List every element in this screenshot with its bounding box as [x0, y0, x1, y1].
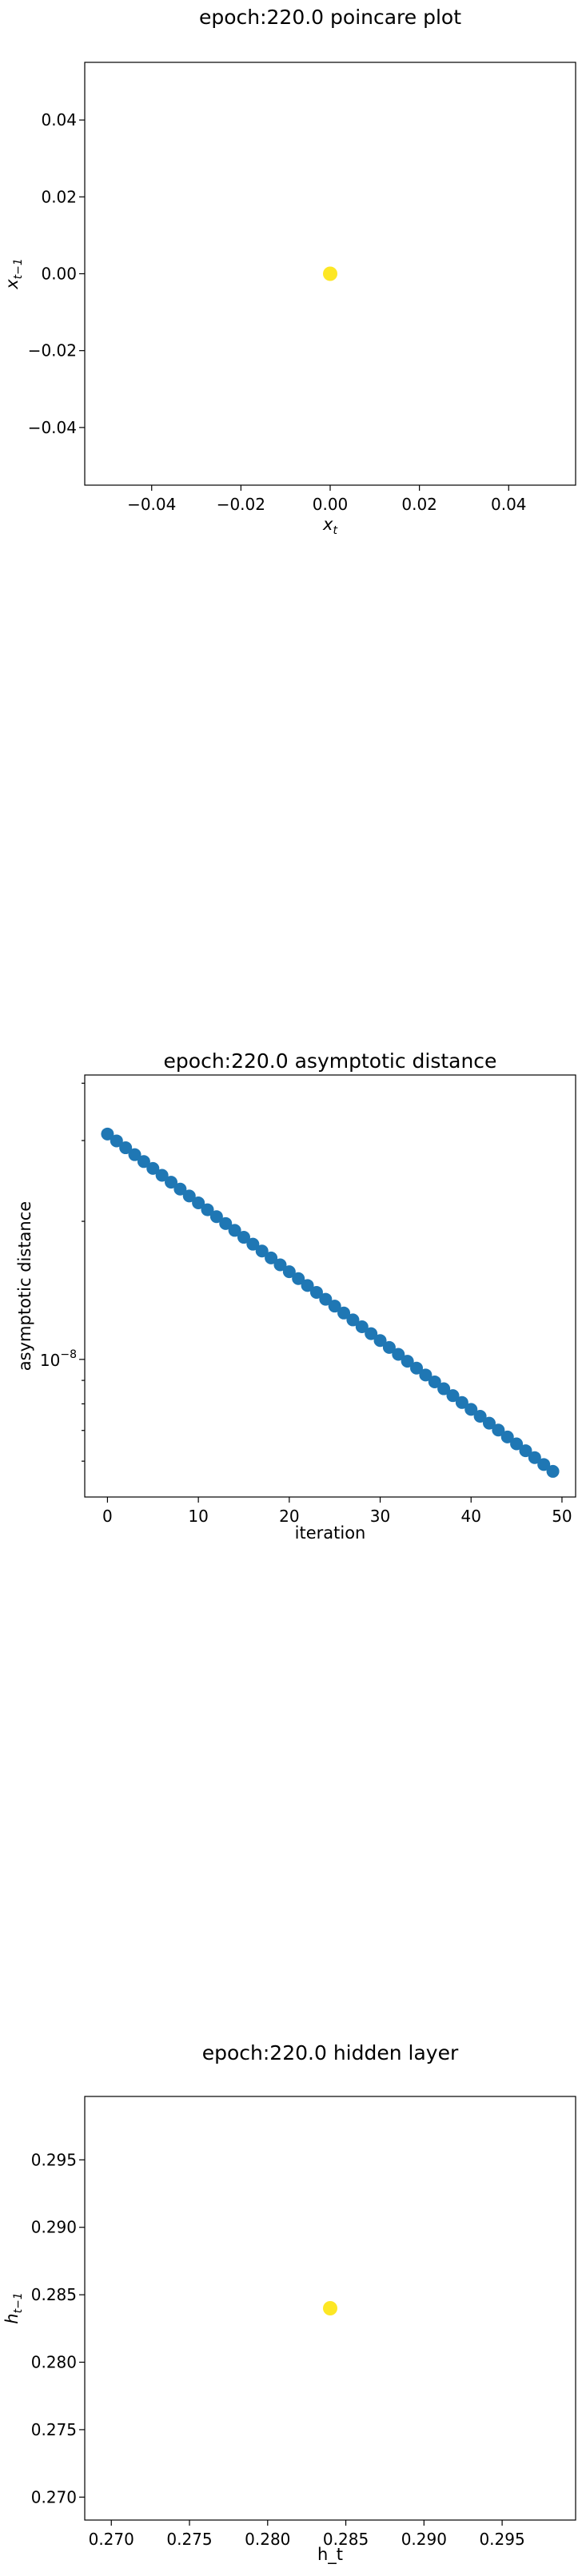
y-tick-label: 0.285: [31, 2285, 77, 2304]
y-axis-label: xt−1: [2, 258, 25, 290]
y-tick-label: 0.02: [41, 187, 77, 206]
data-point: [446, 1389, 460, 1403]
data-point: [265, 1251, 278, 1264]
chart-title: epoch:220.0 asymptotic distance: [164, 1049, 497, 1073]
x-tick-label: 0.270: [89, 2530, 134, 2549]
x-tick-label: 20: [279, 1507, 299, 1526]
data-point: [119, 1141, 133, 1155]
data-point: [323, 2301, 337, 2315]
data-point: [209, 1210, 223, 1224]
x-tick-label: 0.00: [313, 495, 349, 514]
data-point: [328, 1300, 341, 1313]
data-point: [373, 1334, 387, 1348]
x-tick-label: 0.285: [323, 2530, 369, 2549]
data-point: [528, 1451, 541, 1464]
data-point: [382, 1340, 396, 1354]
x-tick-label: 10: [188, 1507, 208, 1526]
data-point: [419, 1368, 433, 1382]
y-tick-label: −0.02: [28, 341, 77, 360]
data-point: [365, 1327, 378, 1340]
data-point: [101, 1127, 114, 1141]
data-point: [455, 1395, 468, 1409]
chart-2: epoch:220.0 asymptotic distance 0 10 20 30 40…: [15, 1049, 576, 1543]
y-tick-exponent: −8: [60, 1348, 77, 1361]
data-point: [255, 1244, 269, 1258]
data-point: [146, 1161, 160, 1175]
plot-frame: [84, 2096, 576, 2521]
data-point: [165, 1176, 178, 1189]
data-point: [464, 1403, 478, 1416]
data-point: [301, 1279, 314, 1292]
x-axis-label: iteration: [295, 1523, 366, 1543]
data-point: [292, 1272, 305, 1285]
x-tick-label: 0.295: [479, 2530, 524, 2549]
data-point: [323, 266, 337, 281]
data-point: [355, 1320, 369, 1334]
chart-title: epoch:220.0 hidden layer: [202, 2041, 459, 2064]
data-point: [401, 1355, 414, 1368]
y-tick-label: 0.275: [31, 2420, 77, 2439]
data-point: [137, 1155, 150, 1169]
x-tick-label: 30: [370, 1507, 390, 1526]
data-point: [273, 1258, 287, 1272]
data-point: [346, 1313, 360, 1327]
data-point: [510, 1437, 524, 1451]
x-tick-label: 40: [461, 1507, 481, 1526]
data-point: [128, 1148, 142, 1161]
chart-1: epoch:220.0 poincare plot −0.04 −0.02 0.00 0…: [2, 6, 576, 537]
x-tick-label: 0.290: [401, 2530, 447, 2549]
chart-3: epoch:220.0 hidden layer 0.270 0.275 0.280 0…: [2, 2041, 576, 2565]
y-tick-label: 0.290: [31, 2218, 77, 2237]
data-point: [546, 1464, 560, 1478]
y-tick-label: 0.00: [41, 265, 77, 284]
data-point: [437, 1382, 451, 1395]
data-point: [309, 1285, 323, 1299]
data-point: [482, 1416, 496, 1430]
x-tick-label: 0.04: [491, 495, 527, 514]
x-axis-label: xt: [322, 515, 337, 537]
data-point: [282, 1265, 296, 1279]
y-tick-label: −0.04: [28, 418, 77, 437]
data-point: [319, 1292, 333, 1306]
chart-title: epoch:220.0 poincare plot: [199, 6, 461, 29]
data-point: [492, 1423, 505, 1437]
data-point: [473, 1410, 487, 1423]
x-axis-label: h_t: [317, 2545, 343, 2565]
plot-frame: [84, 62, 576, 486]
data-point: [155, 1169, 169, 1182]
data-point: [173, 1182, 187, 1196]
y-axis-label: asymptotic distance: [15, 1201, 34, 1371]
y-tick-label: 0.280: [31, 2353, 77, 2372]
data-point: [337, 1306, 351, 1320]
data-point: [246, 1237, 260, 1251]
y-tick-label: 0.270: [31, 2487, 77, 2506]
y-tick-base: 10: [40, 1351, 60, 1370]
x-tick-label: 0: [102, 1507, 113, 1526]
data-point: [500, 1430, 514, 1443]
x-tick-label: 0.02: [401, 495, 437, 514]
data-point: [201, 1203, 214, 1216]
data-point: [519, 1444, 532, 1458]
data-point: [228, 1224, 241, 1237]
x-tick-label: 0.275: [166, 2530, 212, 2549]
y-axis-label: ht−1: [2, 2292, 25, 2323]
data-point: [410, 1361, 424, 1375]
y-tick-label: 0.295: [31, 2150, 77, 2169]
data-point: [537, 1458, 551, 1471]
x-tick-label: 50: [552, 1507, 572, 1526]
data-point: [392, 1348, 405, 1361]
x-tick-label: −0.04: [127, 495, 176, 514]
data-point: [110, 1134, 123, 1148]
data-point: [237, 1231, 250, 1244]
data-point: [428, 1375, 441, 1388]
y-tick-label: 10−8: [40, 1348, 77, 1370]
data-point: [182, 1189, 196, 1203]
data-point: [192, 1196, 205, 1209]
y-tick-label: 0.04: [41, 110, 77, 129]
data-point: [219, 1216, 233, 1230]
x-tick-label: 0.280: [245, 2530, 290, 2549]
plot-frame: [84, 1074, 576, 1498]
x-tick-label: −0.02: [217, 495, 265, 514]
